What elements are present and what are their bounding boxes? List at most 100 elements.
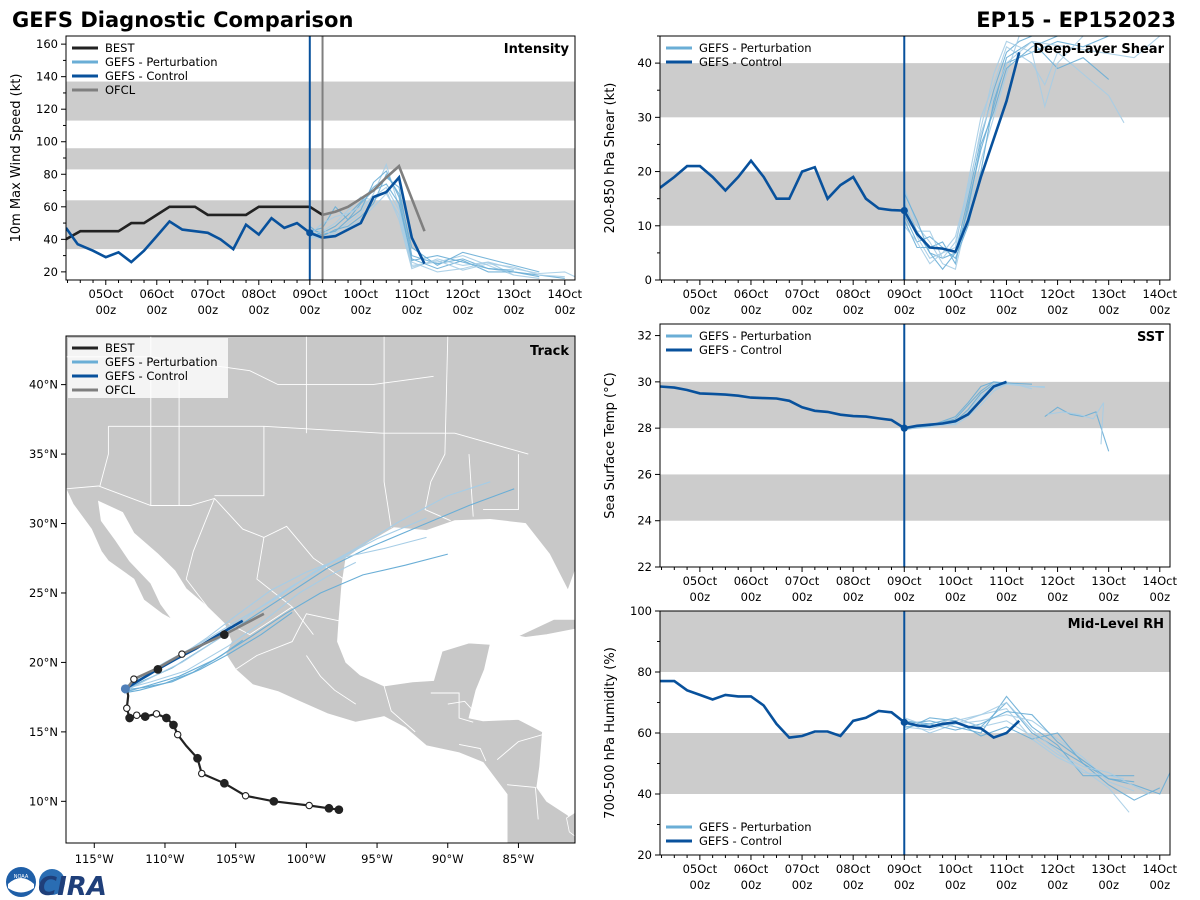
political-border (185, 498, 215, 608)
rh-legend-label: GEFS - Perturbation (699, 820, 812, 834)
sst-y-tick-label: 32 (637, 329, 652, 343)
shear-x-tick-day: 11Oct (989, 287, 1024, 301)
intensity-x-tick-day: 10Oct (344, 287, 379, 301)
track-ofcl-marker (153, 665, 163, 674)
political-border (483, 454, 519, 511)
intensity-x-tick-hour: 00z (452, 303, 473, 317)
sst-y-tick-label: 30 (637, 375, 652, 389)
track-best-marker (334, 805, 344, 815)
rh-y-tick-label: 20 (637, 848, 652, 862)
intensity-ofcl-line (322, 163, 426, 232)
sst-band (660, 381, 1170, 429)
political-border (507, 784, 539, 820)
sst-x-tick-day: 05Oct (683, 574, 718, 588)
shear-x-tick-day: 10Oct (938, 287, 973, 301)
track-best-marker (125, 713, 134, 723)
track-best-marker (324, 803, 334, 813)
shear-y-tick-label: 40 (637, 56, 652, 70)
intensity-perturbation-line (309, 186, 540, 279)
rh-plot-content (660, 611, 1170, 813)
intensity-x-tick-hour: 00z (197, 303, 218, 317)
intensity-y-tick-label: 60 (43, 200, 58, 214)
sst-y-tick-label: 24 (637, 514, 652, 528)
sst-x-tick-day: 07Oct (785, 574, 820, 588)
track-best-marker (162, 713, 171, 723)
intensity-legend-label: GEFS - Perturbation (105, 55, 218, 69)
track-best-marker (123, 704, 131, 713)
intensity-y-tick-label: 20 (43, 265, 58, 279)
sst-y-tick-label: 22 (637, 560, 652, 574)
intensity-x-tick-day: 08Oct (242, 287, 277, 301)
sst-x-tick-hour: 00z (996, 590, 1017, 604)
intensity-x-tick-day: 11Oct (395, 287, 430, 301)
track-perturbation-line (126, 553, 448, 693)
shear-x-tick-hour: 00z (894, 303, 915, 317)
track-perturbation-line (122, 611, 293, 691)
rh-control-init-marker (900, 718, 908, 726)
sst-x-tick-hour: 00z (843, 590, 864, 604)
intensity-legend-label: GEFS - Control (105, 69, 188, 83)
rh-y-tick-label: 100 (630, 604, 652, 618)
track-ofcl-marker (130, 675, 138, 683)
shear-y-tick-label: 30 (637, 110, 652, 124)
track-lat-tick-label: 30°N (29, 517, 58, 531)
rh-x-tick-hour: 00z (996, 878, 1017, 892)
intensity-x-tick-hour: 00z (503, 303, 524, 317)
intensity-y-axis-label: 10m Max Wind Speed (kt) (9, 74, 24, 243)
shear-perturbation-line (903, 36, 1033, 259)
sst-legend-label: GEFS - Control (699, 343, 782, 357)
rh-x-tick-day: 05Oct (683, 862, 718, 876)
intensity-perturbation-line (309, 170, 514, 271)
shear-x-tick-hour: 00z (792, 303, 813, 317)
cira-logo: NOAA CIRA (6, 867, 107, 900)
rh-x-tick-day: 11Oct (989, 862, 1024, 876)
sst-frame (659, 323, 1171, 568)
shear-y-tick-label: 0 (645, 273, 652, 287)
rh-y-tick-label: 80 (637, 665, 652, 679)
rh-band (660, 611, 1170, 672)
track-lon-tick-label: 110°W (145, 852, 184, 866)
intensity-control-line (66, 174, 426, 265)
track-lat-tick-label: 20°N (29, 655, 58, 669)
track-best-marker (220, 778, 229, 788)
shear-x-tick-hour: 00z (996, 303, 1017, 317)
shear-perturbation-line (903, 36, 1084, 260)
sst-x-tick-day: 11Oct (989, 574, 1024, 588)
track-legend-label: GEFS - Control (105, 369, 188, 383)
rh-x-tick-day: 09Oct (887, 862, 922, 876)
political-border (99, 426, 109, 487)
political-border (108, 425, 529, 455)
track-ofcl-marker (220, 630, 229, 639)
land-mass (566, 811, 575, 837)
storm-id-title: EP15 - EP152023 (976, 8, 1176, 32)
rh-perturbation-line (904, 717, 1150, 795)
political-border (447, 700, 477, 715)
intensity-x-tick-day: 14Oct (548, 287, 583, 301)
track-panel-title: Track (530, 344, 569, 359)
shear-x-tick-day: 05Oct (683, 287, 718, 301)
sst-band (660, 474, 1170, 521)
sst-x-tick-day: 06Oct (734, 574, 769, 588)
intensity-x-tick-hour: 00z (95, 303, 116, 317)
rh-x-tick-hour: 00z (1098, 878, 1119, 892)
shear-x-tick-day: 13Oct (1091, 287, 1126, 301)
track-control-init-marker (120, 684, 130, 694)
sst-x-tick-day: 08Oct (836, 574, 871, 588)
intensity-band (66, 81, 575, 121)
intensity-x-tick-day: 13Oct (497, 287, 532, 301)
figure-title: GEFS Diagnostic Comparison (12, 8, 353, 32)
track-frame (65, 335, 576, 844)
track-best-marker (305, 801, 313, 810)
sst-x-tick-day: 13Oct (1091, 574, 1126, 588)
sst-perturbation-line (1047, 402, 1105, 445)
intensity-x-tick-hour: 00z (554, 303, 575, 317)
intensity-control-init-marker (306, 229, 314, 237)
track-lon-tick-label: 90°W (432, 852, 464, 866)
intensity-perturbation-line (309, 162, 514, 276)
intensity-y-tick-label: 140 (36, 70, 58, 84)
sst-legend-label: GEFS - Perturbation (699, 329, 812, 343)
track-best-marker (269, 796, 279, 806)
rh-x-tick-day: 10Oct (938, 862, 973, 876)
rh-x-tick-day: 13Oct (1091, 862, 1126, 876)
track-best-marker (197, 769, 206, 778)
